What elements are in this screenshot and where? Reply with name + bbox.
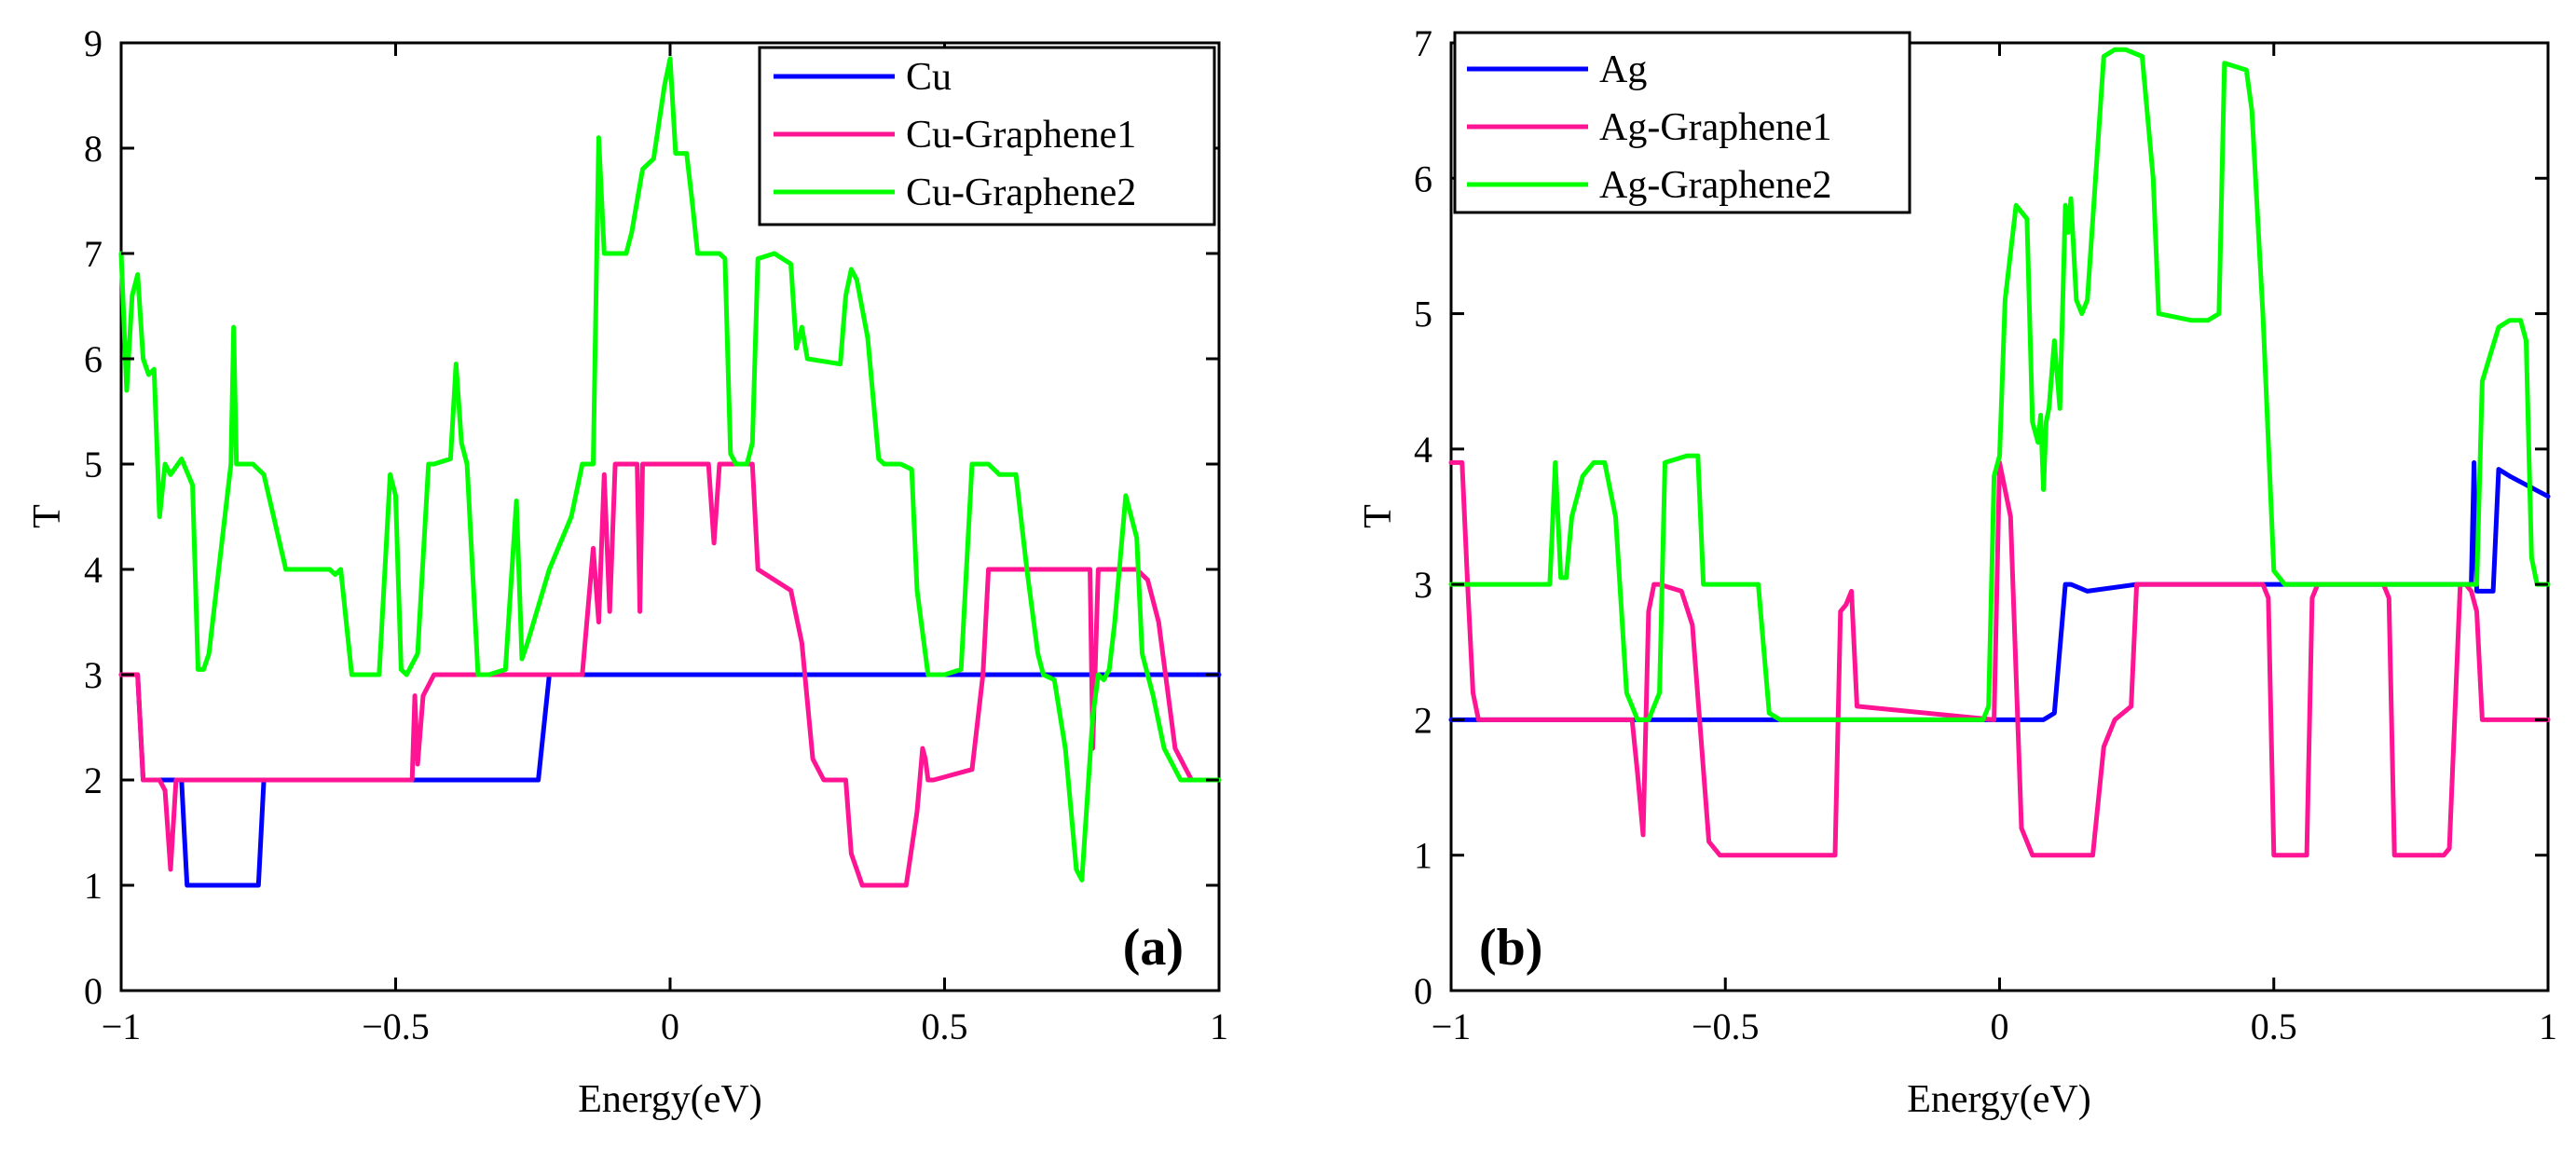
y-tick-label: 0 xyxy=(1414,970,1432,1012)
y-tick-label: 8 xyxy=(84,128,103,170)
x-tick-label: 0 xyxy=(1991,1005,2009,1047)
y-tick-label: 5 xyxy=(1414,294,1432,335)
x-tick-label: 1 xyxy=(1210,1005,1228,1047)
y-tick-label: 5 xyxy=(84,444,103,486)
y-axis-label: T xyxy=(1357,504,1400,528)
x-tick-label: −0.5 xyxy=(362,1005,430,1047)
y-tick-label: 3 xyxy=(1414,564,1432,606)
panel-a: −1 −0.5 0 0.5 1 0 1 2 3 4 5 6 7 8 9 Energy(eV) T Cu Cu… xyxy=(26,22,1228,1121)
legend: Cu Cu-Graphene1 Cu-Graphene2 xyxy=(758,46,1216,226)
y-tick-label: 2 xyxy=(84,759,103,801)
x-tick-label: −1 xyxy=(102,1005,142,1047)
y-tick-label: 1 xyxy=(1414,835,1432,877)
x-tick-label: 0.5 xyxy=(922,1005,968,1047)
y-tick-label: 3 xyxy=(84,654,103,696)
y-tick-label: 2 xyxy=(1414,699,1432,741)
legend-label-ag-graphene1: Ag-Graphene1 xyxy=(1599,106,1832,149)
x-axis-label: Energy(eV) xyxy=(578,1078,761,1121)
y-tick-label: 0 xyxy=(84,970,103,1012)
panel-label: (a) xyxy=(1123,919,1184,977)
y-tick-label: 1 xyxy=(84,865,103,907)
y-tick-label: 4 xyxy=(84,549,103,591)
legend-label-ag: Ag xyxy=(1599,48,1647,91)
y-tick-label: 7 xyxy=(1414,22,1432,64)
y-tick-label: 6 xyxy=(1414,157,1432,199)
panel-b: −1 −0.5 0 0.5 1 0 1 2 3 4 5 6 7 Energy(eV) T Ag Ag-G… xyxy=(1357,22,2557,1121)
legend-label-cu-graphene1: Cu-Graphene1 xyxy=(906,114,1136,157)
legend-label-ag-graphene2: Ag-Graphene2 xyxy=(1599,164,1832,207)
y-tick-label: 7 xyxy=(84,233,103,275)
series-layer xyxy=(118,56,1222,888)
y-tick-label: 4 xyxy=(1414,429,1432,471)
series-line-ag-graphene1 xyxy=(1448,459,2551,858)
series-line-ag-graphene2 xyxy=(1448,47,2551,722)
legend: Ag Ag-Graphene1 Ag-Graphene2 xyxy=(1453,31,1911,214)
legend-label-cu: Cu xyxy=(906,56,952,99)
series-layer xyxy=(1448,47,2551,858)
y-tick-label: 6 xyxy=(84,338,103,380)
y-tick-label: 9 xyxy=(84,22,103,64)
legend-label-cu-graphene2: Cu-Graphene2 xyxy=(906,171,1136,214)
tick-layer: −1 −0.5 0 0.5 1 0 1 2 3 4 5 6 7 xyxy=(1414,22,2557,1047)
y-axis-label: T xyxy=(26,504,69,528)
x-tick-label: 1 xyxy=(2539,1005,2557,1047)
x-axis-label: Energy(eV) xyxy=(1907,1078,2090,1121)
x-tick-label: 0.5 xyxy=(2251,1005,2297,1047)
series-line-cu-graphene2 xyxy=(118,56,1222,882)
panel-label: (b) xyxy=(1479,919,1542,977)
x-tick-label: 0 xyxy=(661,1005,679,1047)
series-line-cu-graphene1 xyxy=(118,461,1222,888)
x-tick-label: −1 xyxy=(1432,1005,1472,1047)
x-tick-label: −0.5 xyxy=(1692,1005,1760,1047)
